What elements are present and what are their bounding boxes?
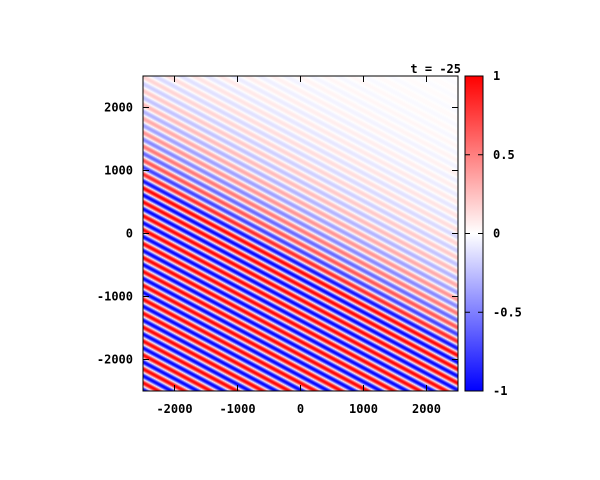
y-tick-label: 2000 <box>104 101 133 115</box>
x-tick-label: -1000 <box>219 402 255 416</box>
heatmap-field <box>143 76 458 391</box>
x-tick-label: 0 <box>297 402 304 416</box>
colorbar-axis: 1 0.5 0 -0.5 -1 <box>465 69 522 398</box>
y-tick-label: -2000 <box>97 353 133 367</box>
colorbar-tick-label: 0 <box>493 227 500 241</box>
x-tick-label: 2000 <box>412 402 441 416</box>
x-tick-label: -2000 <box>156 402 192 416</box>
chart-title: t = -25 <box>410 62 461 76</box>
y-tick-label: -1000 <box>97 290 133 304</box>
colorbar-tick-label: -0.5 <box>493 305 522 319</box>
colorbar-tick-label: 0.5 <box>493 148 515 162</box>
x-tick-label: 1000 <box>349 402 378 416</box>
y-axis: 2000 1000 0 -1000 -2000 <box>97 101 458 367</box>
colorbar-tick-label: -1 <box>493 384 507 398</box>
y-tick-label: 0 <box>126 227 133 241</box>
colorbar-tick-label: 1 <box>493 69 500 83</box>
y-tick-label: 1000 <box>104 164 133 178</box>
x-axis: -2000 -1000 0 1000 2000 <box>156 76 441 416</box>
